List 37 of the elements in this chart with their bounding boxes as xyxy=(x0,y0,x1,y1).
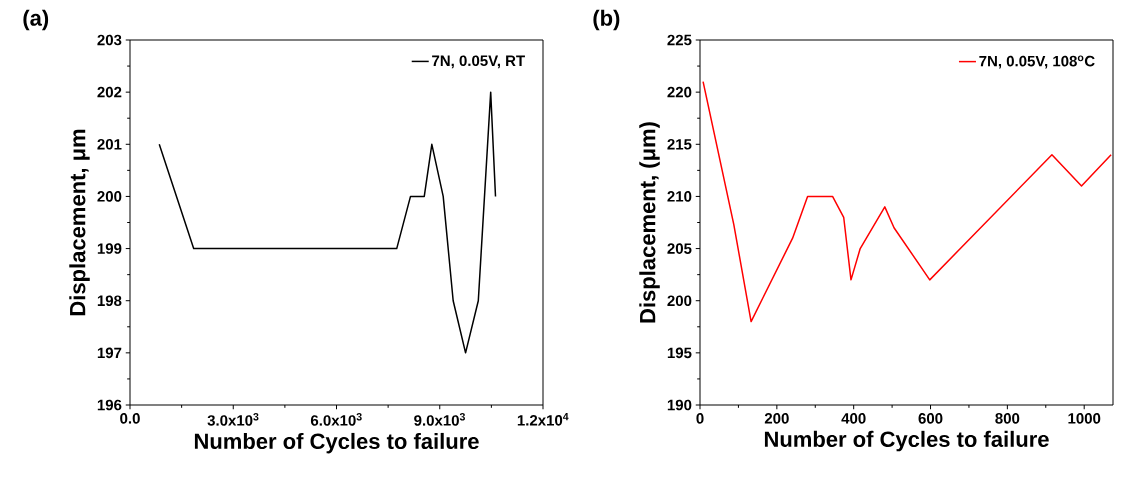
y-tick-label: 200 xyxy=(667,295,692,307)
x-tick-label: 9.0x10$^{3}$ xyxy=(414,413,465,426)
x-tick-label: 600 xyxy=(918,413,943,424)
y-tick-label: 220 xyxy=(667,86,692,98)
x-tick-label: 400 xyxy=(841,413,866,424)
x-tick-label: 200 xyxy=(764,413,789,424)
y-tick-label: 190 xyxy=(667,399,692,411)
legend-label: 7N, 0.05V, RT xyxy=(432,55,525,69)
line-series xyxy=(702,80,1112,323)
y-tick-label: 196 xyxy=(97,399,122,411)
y-tick-label: 198 xyxy=(97,295,122,307)
y-tick-label: 197 xyxy=(97,347,122,359)
y-tick-label: 202 xyxy=(97,86,122,98)
x-axis-title: Number of Cycles to failure xyxy=(194,432,479,454)
y-tick-label: 200 xyxy=(97,191,122,202)
y-tick-label: 203 xyxy=(97,34,122,46)
legend-label: 7N, 0.05V, 108$^{o}$C xyxy=(979,55,1095,69)
x-tick-label: 1000 xyxy=(1068,413,1101,424)
x-tick-label: 800 xyxy=(995,413,1020,424)
y-tick-label: 215 xyxy=(667,138,692,150)
x-axis-title: Number of Cycles to failure xyxy=(764,430,1049,452)
line-series xyxy=(158,91,497,354)
y-tick-label: 205 xyxy=(667,243,692,254)
x-tick-label: 3.0x10$^{3}$ xyxy=(207,413,259,426)
chart-title: (b) xyxy=(593,9,620,31)
y-tick-label: 199 xyxy=(97,243,122,254)
y-tick-label: 225 xyxy=(667,34,692,46)
x-tick-label: 0.0 xyxy=(120,413,140,424)
y-axis-title: Displacement, μm xyxy=(69,129,90,316)
x-tick-label: 6.0x10$^{3}$ xyxy=(310,413,362,426)
x-tick-label: 1.2x10$^{4}$ xyxy=(517,413,569,426)
y-tick-label: 195 xyxy=(667,347,692,359)
y-axis-title: Displacement, (μm) xyxy=(639,122,660,323)
y-tick-label: 201 xyxy=(97,138,122,150)
chart-title: (a) xyxy=(23,9,49,31)
x-tick-label: 0 xyxy=(696,413,704,424)
y-tick-label: 210 xyxy=(667,191,692,202)
